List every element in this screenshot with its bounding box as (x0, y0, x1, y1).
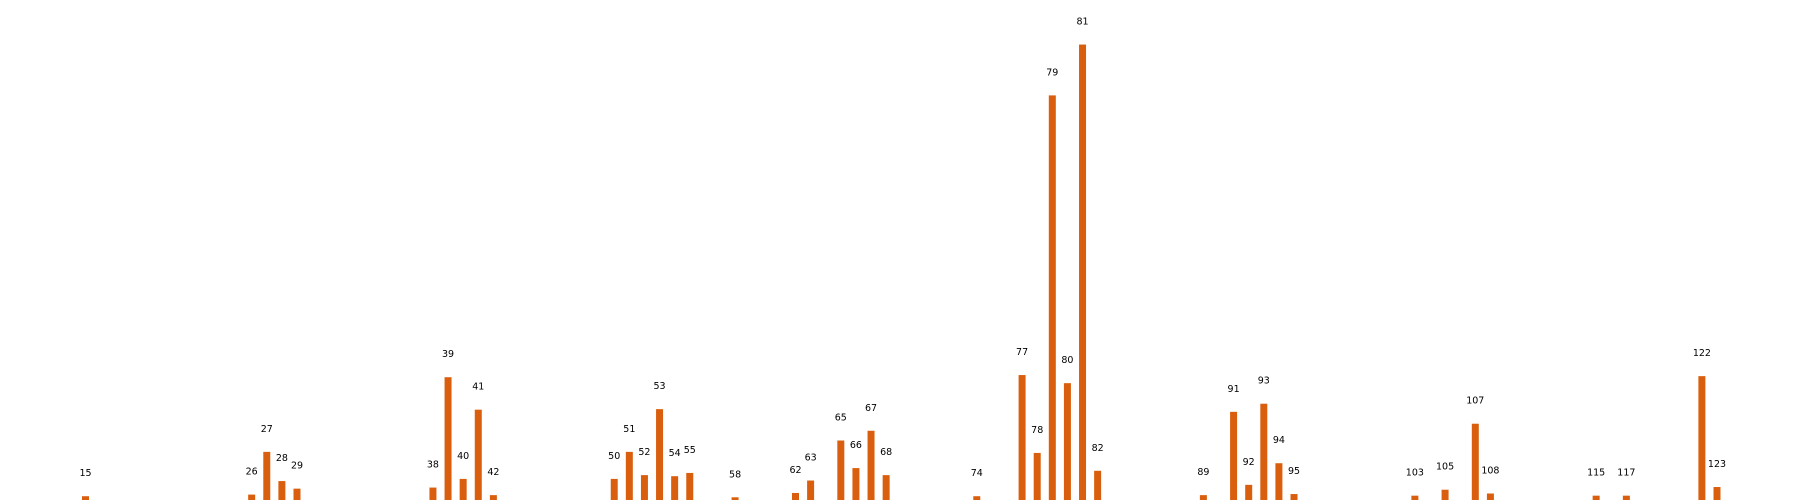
bar-label-40: 40 (457, 451, 469, 462)
bar-94 (1275, 463, 1283, 500)
bar-67 (867, 430, 875, 500)
bar-92 (1245, 484, 1253, 500)
bar-label-50: 50 (608, 451, 620, 462)
bar-39 (444, 377, 452, 500)
bar-label-26: 26 (246, 467, 258, 478)
bar-52 (640, 475, 648, 500)
bar-label-122: 122 (1693, 348, 1711, 359)
bar-82 (1094, 470, 1102, 500)
bar-label-58: 58 (729, 469, 741, 480)
bar-label-117: 117 (1617, 468, 1635, 479)
bar-63 (807, 480, 815, 500)
bar-label-68: 68 (880, 447, 892, 458)
bar-label-123: 123 (1708, 459, 1726, 470)
bar-115 (1592, 495, 1600, 500)
bar-label-54: 54 (669, 448, 681, 459)
bar-91 (1230, 411, 1238, 500)
bar-123 (1713, 487, 1721, 500)
bar-78 (1033, 452, 1041, 500)
bar-label-92: 92 (1243, 457, 1255, 468)
bar-label-94: 94 (1273, 435, 1285, 446)
bars-group (82, 44, 1721, 500)
bar-95 (1290, 494, 1298, 500)
bar-label-89: 89 (1197, 467, 1209, 478)
bar-68 (882, 475, 890, 500)
bar-42 (489, 495, 497, 500)
bar-122 (1698, 376, 1706, 500)
bar-89 (1199, 495, 1207, 500)
bar-label-39: 39 (442, 349, 454, 360)
bar-label-81: 81 (1076, 17, 1088, 28)
bar-label-77: 77 (1016, 347, 1028, 358)
bar-label-65: 65 (835, 413, 847, 424)
bar-label-27: 27 (261, 424, 273, 435)
bar-label-63: 63 (805, 453, 817, 464)
bar-54 (671, 476, 679, 500)
bar-label-105: 105 (1436, 462, 1454, 473)
bar-93 (1260, 403, 1268, 500)
bar-62 (792, 492, 799, 500)
bar-label-15: 15 (79, 468, 91, 479)
bar-108 (1486, 493, 1494, 500)
bar-51 (625, 451, 633, 500)
bar-label-107: 107 (1466, 396, 1484, 407)
bar-label-29: 29 (291, 461, 303, 472)
bar-label-103: 103 (1406, 468, 1424, 479)
bar-28 (278, 481, 286, 500)
bar-79 (1048, 95, 1056, 500)
bar-58 (731, 497, 739, 500)
bar-29 (293, 488, 301, 500)
bar-26 (248, 494, 256, 500)
bar-label-38: 38 (427, 460, 439, 471)
bar-117 (1622, 495, 1630, 500)
bar-label-78: 78 (1031, 425, 1043, 436)
bar-label-51: 51 (623, 424, 635, 435)
bar-label-28: 28 (276, 453, 288, 464)
bar-40 (459, 478, 467, 500)
bar-label-95: 95 (1288, 466, 1300, 477)
bar-107 (1471, 423, 1479, 500)
bar-label-93: 93 (1258, 376, 1270, 387)
bar-label-79: 79 (1046, 67, 1058, 78)
bar-label-80: 80 (1061, 355, 1073, 366)
bar-label-74: 74 (971, 468, 983, 479)
bar-label-115: 115 (1587, 468, 1605, 479)
bar-81 (1079, 44, 1087, 500)
bar-15 (82, 496, 89, 500)
bar-103 (1411, 495, 1419, 500)
bar-77 (1018, 375, 1026, 500)
bar-74 (973, 496, 981, 500)
bar-label-55: 55 (684, 445, 696, 456)
bar-label-41: 41 (472, 382, 484, 393)
bar-55 (686, 472, 694, 500)
bar-label-66: 66 (850, 440, 862, 451)
bar-label-91: 91 (1228, 384, 1240, 395)
bar-27 (263, 451, 271, 500)
bar-53 (656, 409, 664, 500)
bar-80 (1063, 383, 1071, 500)
bar-38 (429, 487, 437, 500)
bar-105 (1441, 489, 1449, 500)
bar-label-62: 62 (789, 465, 801, 476)
bar-label-108: 108 (1481, 466, 1499, 477)
bar-41 (474, 409, 482, 500)
bar-label-82: 82 (1092, 443, 1104, 454)
bar-label-42: 42 (487, 467, 499, 478)
bar-label-67: 67 (865, 403, 877, 414)
bar-66 (852, 468, 860, 500)
bar-50 (610, 478, 618, 500)
bar-65 (837, 440, 845, 500)
bar-label-52: 52 (638, 447, 650, 458)
bar-label-53: 53 (654, 381, 666, 392)
